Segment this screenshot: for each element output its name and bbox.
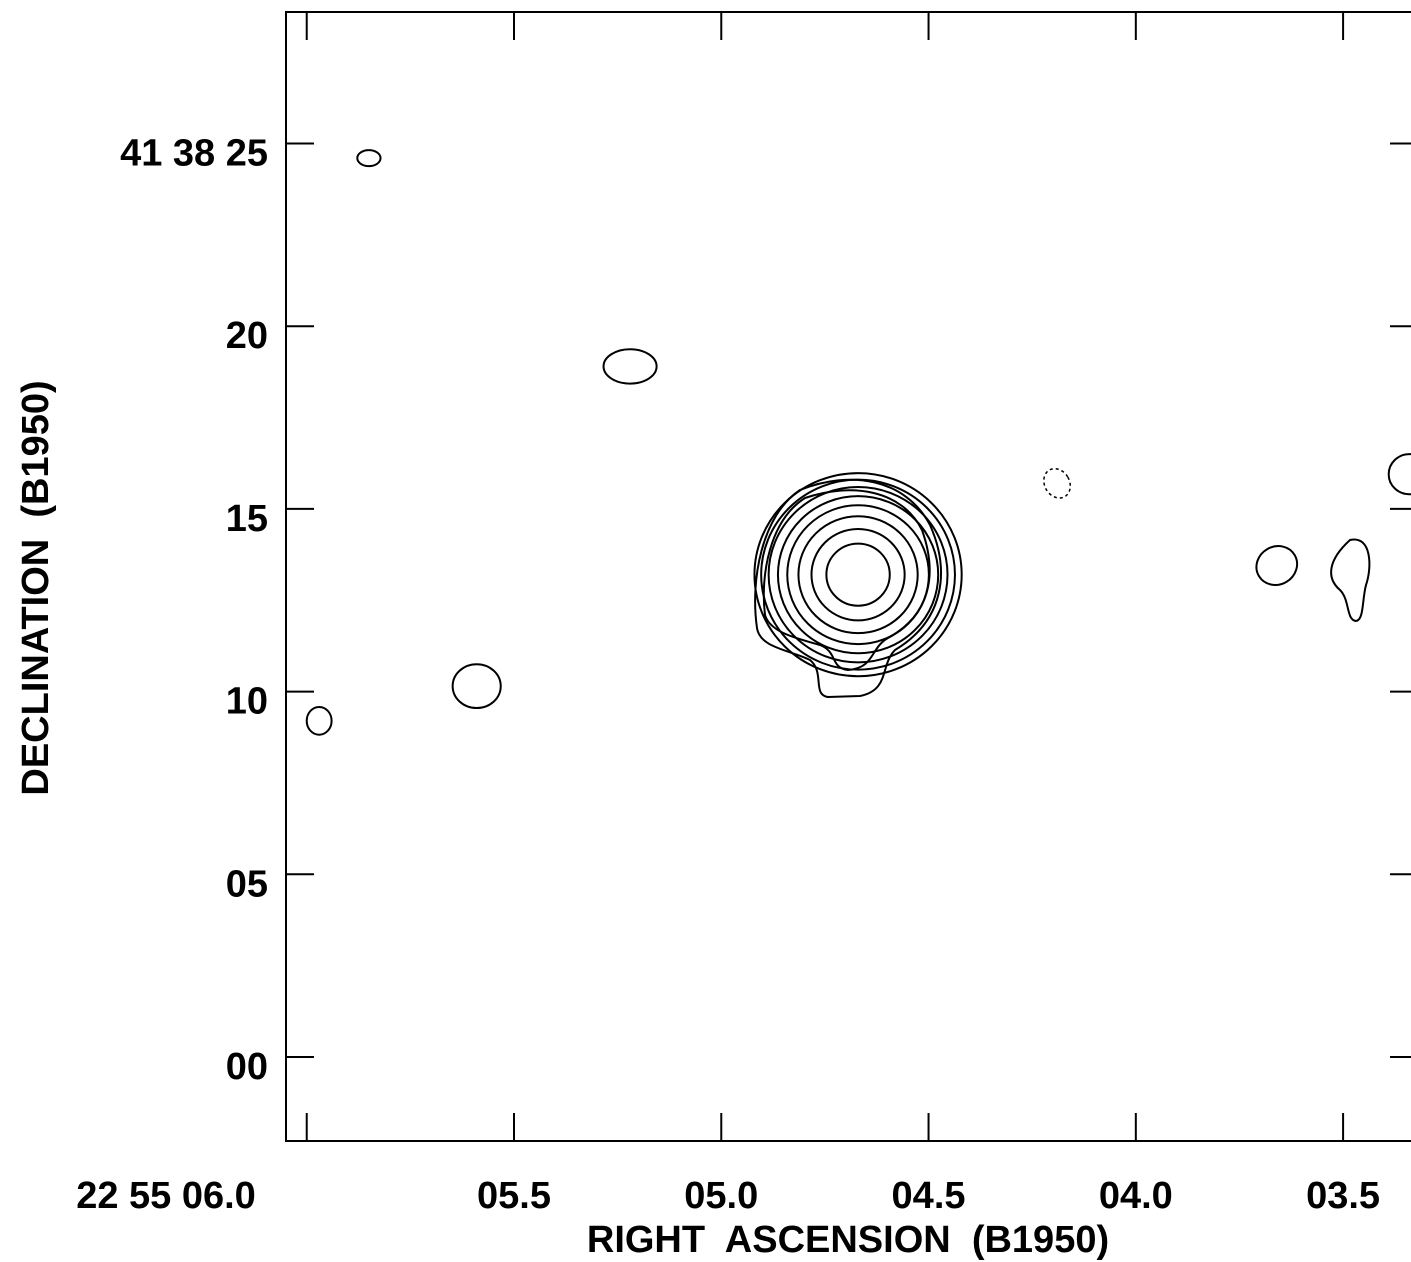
x-axis-title: RIGHT ASCENSION (B1950) [587,1219,1109,1261]
y-tick-label: 41 38 25 [120,133,268,175]
contour-blob [356,149,382,168]
contour-ring [810,528,906,622]
contour-blob-negative [1043,467,1072,499]
x-tick-label: 22 55 06.0 [76,1175,256,1217]
contour-blob [1387,453,1411,496]
y-tick-label: 20 [226,315,268,357]
contour-skirt-inner [762,489,931,672]
contour-layer [305,149,1411,736]
contour-blob-edge [1330,538,1371,623]
plot-frame [285,11,1411,1142]
contour-ring [753,472,963,678]
contour-skirt-outer [754,478,942,699]
x-tick-label: 03.5 [1306,1175,1380,1217]
x-tick-label: 04.0 [1099,1175,1173,1217]
tick-labels: 22 55 06.0 05.5 05.0 04.5 04.0 03.5 41 38 25 20… [76,133,1380,1217]
contour-ring [767,485,949,664]
contour-ring [760,478,956,671]
y-tick-label: 00 [226,1046,268,1088]
contour-blob [602,348,658,385]
y-tick-label: 15 [226,498,268,540]
y-tick-label: 05 [226,863,268,905]
y-axis-title: DECLINATION (B1950) [15,380,57,795]
x-tick-label: 05.5 [477,1175,551,1217]
contour-ring [776,495,940,655]
contour-ring [797,515,919,635]
x-tick-label: 05.0 [684,1175,758,1217]
tick-marks [286,12,1411,1141]
x-tick-label: 04.5 [892,1175,966,1217]
y-tick-label: 10 [226,681,268,723]
contour-ring [825,542,891,607]
contour-blob [305,705,333,736]
contour-blob [451,663,502,710]
contour-blob [1255,545,1299,586]
